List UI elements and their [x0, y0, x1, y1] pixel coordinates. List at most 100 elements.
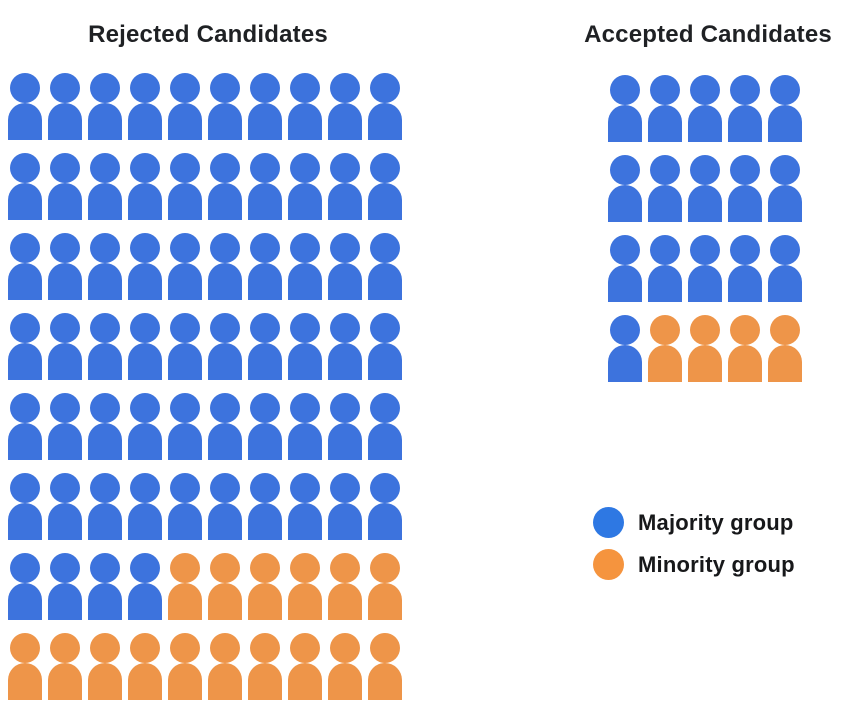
person-icon-majority: [48, 70, 88, 150]
person-icon-majority: [168, 310, 208, 390]
person-icon-minority: [288, 550, 328, 630]
person-icon-majority: [288, 150, 328, 230]
person-icon-majority: [728, 72, 768, 152]
person-icon-majority: [768, 72, 808, 152]
person-icon-majority: [648, 72, 688, 152]
person-icon-majority: [8, 230, 48, 310]
person-icon-majority: [688, 72, 728, 152]
person-icon-majority: [648, 152, 688, 232]
majority-swatch-icon: [593, 507, 624, 538]
person-icon-majority: [368, 230, 408, 310]
person-icon-majority: [88, 390, 128, 470]
person-icon-minority: [168, 550, 208, 630]
person-icon-majority: [368, 70, 408, 150]
person-icon-majority: [728, 232, 768, 312]
person-icon-majority: [288, 470, 328, 550]
person-icon-majority: [608, 72, 648, 152]
person-icon-majority: [128, 390, 168, 470]
person-icon-minority: [248, 630, 288, 710]
person-icon-minority: [328, 630, 368, 710]
person-icon-minority: [48, 630, 88, 710]
person-icon-majority: [368, 390, 408, 470]
person-icon-minority: [288, 630, 328, 710]
person-icon-majority: [648, 232, 688, 312]
person-icon-majority: [288, 310, 328, 390]
person-icon-majority: [128, 550, 168, 630]
legend-label-majority: Majority group: [638, 509, 794, 535]
person-icon-majority: [88, 70, 128, 150]
person-icon-majority: [368, 310, 408, 390]
person-icon-majority: [48, 310, 88, 390]
person-icon-majority: [8, 310, 48, 390]
person-icon-minority: [8, 630, 48, 710]
person-icon-majority: [168, 390, 208, 470]
person-icon-majority: [208, 150, 248, 230]
person-icon-majority: [88, 150, 128, 230]
person-icon-majority: [208, 310, 248, 390]
person-icon-minority: [168, 630, 208, 710]
person-icon-majority: [88, 310, 128, 390]
accepted-panel-title: Accepted Candidates: [584, 21, 832, 48]
person-icon-majority: [8, 70, 48, 150]
person-icon-majority: [48, 550, 88, 630]
person-icon-majority: [328, 230, 368, 310]
person-icon-majority: [168, 470, 208, 550]
person-icon-majority: [248, 150, 288, 230]
rejected-pictogram-grid: [8, 70, 408, 710]
person-icon-majority: [328, 470, 368, 550]
person-icon-majority: [88, 230, 128, 310]
person-icon-majority: [208, 70, 248, 150]
person-icon-majority: [8, 550, 48, 630]
person-icon-majority: [128, 150, 168, 230]
person-icon-minority: [88, 630, 128, 710]
legend-label-minority: Minority group: [638, 551, 795, 577]
person-icon-minority: [248, 550, 288, 630]
person-icon-minority: [728, 312, 768, 392]
person-icon-majority: [48, 150, 88, 230]
person-icon-majority: [128, 310, 168, 390]
person-icon-majority: [328, 310, 368, 390]
person-icon-majority: [688, 232, 728, 312]
person-icon-majority: [208, 230, 248, 310]
person-icon-majority: [288, 230, 328, 310]
person-icon-majority: [248, 230, 288, 310]
person-icon-majority: [608, 312, 648, 392]
person-icon-majority: [248, 310, 288, 390]
legend-item-majority: Majority group: [593, 507, 795, 538]
person-icon-majority: [168, 230, 208, 310]
person-icon-majority: [608, 152, 648, 232]
person-icon-minority: [768, 312, 808, 392]
rejected-panel-title: Rejected Candidates: [88, 21, 328, 48]
person-icon-majority: [248, 70, 288, 150]
person-icon-majority: [328, 70, 368, 150]
person-icon-majority: [688, 152, 728, 232]
person-icon-minority: [368, 630, 408, 710]
person-icon-majority: [8, 390, 48, 470]
person-icon-minority: [328, 550, 368, 630]
person-icon-majority: [288, 70, 328, 150]
person-icon-majority: [128, 230, 168, 310]
person-icon-majority: [248, 390, 288, 470]
person-icon-majority: [248, 470, 288, 550]
person-icon-majority: [608, 232, 648, 312]
person-icon-majority: [8, 470, 48, 550]
person-icon-majority: [208, 390, 248, 470]
person-icon-majority: [128, 470, 168, 550]
accepted-pictogram-grid: [608, 72, 808, 392]
person-icon-minority: [648, 312, 688, 392]
person-icon-majority: [8, 150, 48, 230]
person-icon-minority: [128, 630, 168, 710]
person-icon-minority: [688, 312, 728, 392]
person-icon-majority: [368, 150, 408, 230]
legend: Majority group Minority group: [593, 507, 795, 591]
person-icon-majority: [168, 70, 208, 150]
person-icon-majority: [88, 550, 128, 630]
minority-swatch-icon: [593, 549, 624, 580]
person-icon-majority: [48, 390, 88, 470]
person-icon-majority: [728, 152, 768, 232]
person-icon-majority: [48, 470, 88, 550]
person-icon-majority: [208, 470, 248, 550]
person-icon-majority: [368, 470, 408, 550]
person-icon-minority: [208, 630, 248, 710]
